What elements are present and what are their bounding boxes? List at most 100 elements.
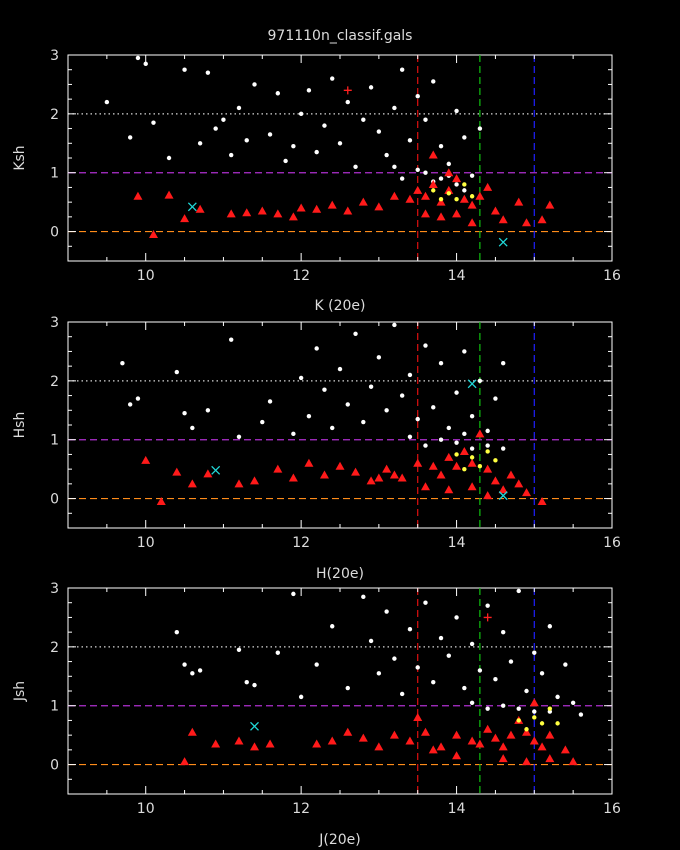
data-point bbox=[244, 679, 249, 685]
data-point bbox=[405, 736, 415, 745]
data-point bbox=[454, 615, 459, 620]
data-point bbox=[399, 691, 405, 697]
data-point bbox=[143, 61, 148, 67]
data-point bbox=[498, 485, 508, 494]
data-point bbox=[431, 79, 436, 84]
data-point bbox=[135, 55, 141, 61]
data-point bbox=[431, 679, 436, 685]
data-point bbox=[104, 99, 110, 105]
data-point bbox=[578, 712, 584, 717]
data-point bbox=[423, 343, 428, 348]
data-point bbox=[428, 179, 438, 188]
y-tick-label: 1 bbox=[50, 166, 59, 182]
data-point bbox=[374, 473, 384, 482]
data-point bbox=[475, 739, 485, 748]
x-tick-label: 14 bbox=[448, 801, 466, 817]
data-point bbox=[469, 446, 475, 451]
data-point bbox=[182, 662, 187, 667]
data-point bbox=[522, 488, 532, 497]
data-point bbox=[547, 706, 553, 711]
data-point bbox=[467, 218, 477, 227]
data-point bbox=[477, 668, 483, 673]
data-point bbox=[506, 730, 516, 739]
data-point bbox=[389, 470, 399, 479]
data-point bbox=[236, 434, 242, 439]
data-point bbox=[345, 99, 350, 105]
data-point bbox=[462, 182, 467, 187]
data-point bbox=[234, 736, 244, 745]
x-axis-label: H(20e) bbox=[316, 566, 364, 582]
data-point bbox=[469, 173, 475, 178]
data-point bbox=[477, 464, 483, 469]
data-point bbox=[226, 209, 236, 218]
data-point bbox=[452, 461, 462, 470]
data-point bbox=[252, 682, 257, 688]
data-point bbox=[265, 739, 275, 748]
data-point bbox=[469, 194, 475, 199]
data-point bbox=[351, 467, 361, 476]
data-point bbox=[205, 408, 211, 413]
data-point bbox=[462, 431, 467, 437]
y-axis-label: Hsh bbox=[12, 412, 28, 439]
data-point bbox=[180, 757, 190, 766]
data-point bbox=[444, 485, 454, 494]
data-point bbox=[221, 117, 226, 122]
data-points bbox=[120, 322, 547, 506]
data-point bbox=[298, 111, 304, 117]
data-points bbox=[104, 55, 555, 247]
data-point bbox=[330, 425, 335, 431]
data-point bbox=[545, 730, 555, 739]
data-point bbox=[444, 185, 454, 194]
data-point bbox=[498, 754, 508, 763]
data-point bbox=[296, 203, 306, 212]
y-tick-label: 2 bbox=[50, 640, 59, 656]
data-point bbox=[392, 105, 397, 111]
data-point bbox=[522, 218, 532, 227]
data-point bbox=[537, 215, 547, 224]
data-point bbox=[516, 718, 521, 723]
x-tick-label: 12 bbox=[292, 801, 310, 817]
data-point bbox=[446, 191, 451, 196]
data-point bbox=[376, 355, 382, 360]
data-point bbox=[529, 736, 539, 745]
data-point bbox=[267, 399, 273, 404]
data-point bbox=[467, 200, 477, 209]
data-point bbox=[438, 197, 444, 202]
data-point bbox=[337, 141, 343, 146]
data-point bbox=[407, 372, 413, 378]
data-point bbox=[469, 455, 475, 460]
data-point bbox=[462, 466, 467, 472]
data-point bbox=[413, 458, 423, 467]
x-tick-label: 16 bbox=[603, 535, 621, 551]
data-point bbox=[374, 202, 384, 211]
data-point bbox=[322, 123, 327, 128]
data-point bbox=[420, 191, 430, 200]
data-points bbox=[174, 588, 584, 766]
data-point bbox=[120, 361, 125, 366]
data-point bbox=[428, 461, 438, 470]
data-point bbox=[485, 706, 490, 711]
data-point bbox=[190, 425, 195, 431]
data-point bbox=[197, 141, 203, 146]
data-point bbox=[283, 158, 288, 164]
data-point bbox=[485, 443, 490, 448]
data-point bbox=[545, 200, 555, 209]
data-point bbox=[252, 82, 257, 87]
data-point bbox=[405, 194, 415, 203]
data-point bbox=[438, 176, 444, 181]
data-point bbox=[361, 594, 366, 600]
data-point bbox=[213, 126, 218, 131]
data-point bbox=[298, 375, 304, 381]
data-point bbox=[493, 396, 498, 401]
data-point bbox=[493, 458, 498, 463]
data-point bbox=[444, 452, 454, 461]
data-point bbox=[423, 170, 428, 175]
data-point bbox=[423, 600, 428, 605]
data-point bbox=[555, 694, 560, 700]
data-point bbox=[399, 67, 405, 72]
data-point bbox=[275, 650, 281, 655]
data-point bbox=[314, 149, 319, 155]
data-point bbox=[431, 188, 436, 193]
data-point bbox=[498, 491, 508, 501]
data-point bbox=[273, 209, 283, 218]
